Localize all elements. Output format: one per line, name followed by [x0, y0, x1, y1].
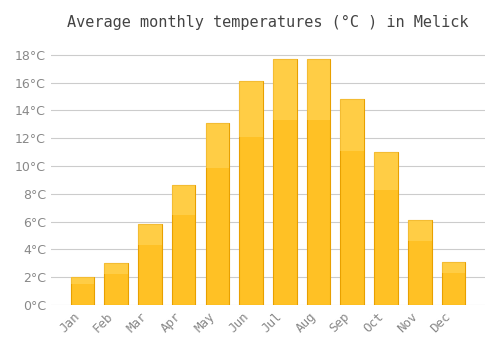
Title: Average monthly temperatures (°C ) in Melick: Average monthly temperatures (°C ) in Me… — [67, 15, 468, 30]
Bar — [172, 186, 196, 305]
Bar — [138, 224, 162, 245]
Bar — [408, 220, 432, 242]
Bar — [273, 59, 296, 305]
Bar — [70, 277, 94, 305]
Bar — [240, 81, 263, 305]
Bar — [104, 263, 128, 305]
Bar — [172, 186, 196, 215]
Bar — [442, 262, 466, 273]
Bar — [138, 224, 162, 305]
Bar — [240, 81, 263, 137]
Bar — [374, 152, 398, 305]
Bar — [340, 99, 364, 151]
Bar — [206, 123, 229, 305]
Bar — [70, 277, 94, 284]
Bar — [306, 59, 330, 305]
Bar — [273, 59, 296, 120]
Bar — [104, 263, 128, 274]
Bar — [374, 152, 398, 190]
Bar — [408, 220, 432, 305]
Bar — [442, 262, 466, 305]
Bar — [206, 123, 229, 168]
Bar — [340, 99, 364, 305]
Bar — [306, 59, 330, 120]
